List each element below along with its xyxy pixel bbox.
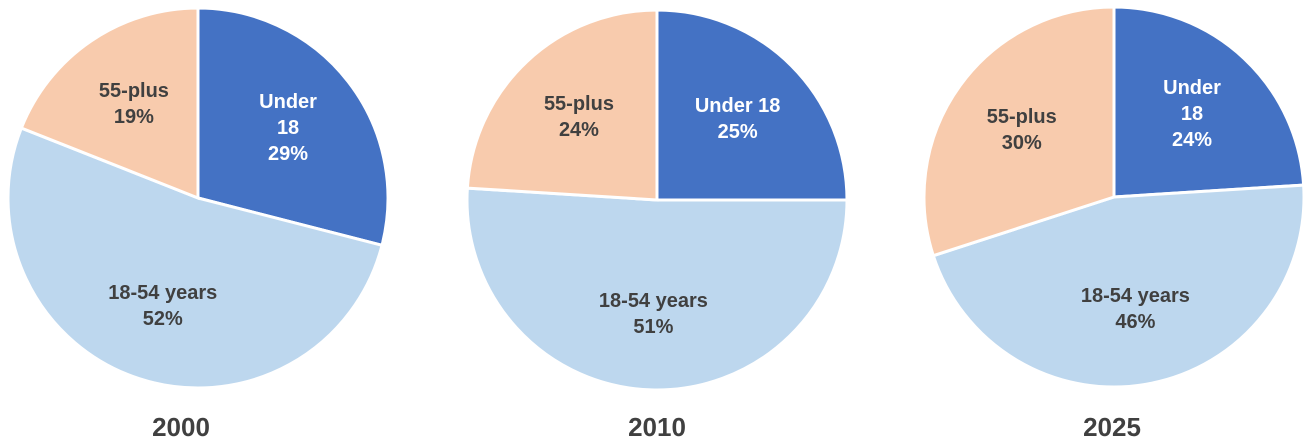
data-label: Under 18 25%	[678, 93, 798, 145]
category-label: 18-54 years	[598, 289, 708, 312]
pie-slice	[931, 183, 1306, 389]
pie-slice	[465, 186, 849, 392]
value-label: 30%	[1001, 131, 1042, 154]
value-label: 24%	[1172, 128, 1213, 151]
pie-slice	[6, 126, 384, 390]
pie-slice	[655, 8, 849, 202]
value-label: 29%	[268, 143, 309, 166]
category-label: 55-plus	[98, 79, 169, 102]
value-label: 51%	[633, 315, 674, 338]
value-label: 52%	[142, 308, 183, 331]
category-label: 55-plus	[543, 92, 614, 115]
chart-title: 2025	[1083, 412, 1141, 442]
data-label: Under 18 29%	[253, 89, 323, 167]
data-label: 55-plus 24%	[534, 91, 624, 143]
pie-slice	[196, 6, 390, 248]
category-label: Under 18	[1163, 76, 1221, 125]
pie-slice	[922, 5, 1116, 258]
value-label: 25%	[717, 121, 758, 144]
pie-slice	[1112, 5, 1306, 199]
data-label: 18-54 years 51%	[583, 288, 723, 340]
data-label: 55-plus 30%	[977, 104, 1067, 156]
value-label: 46%	[1115, 310, 1156, 333]
pie-slice	[19, 6, 200, 201]
chart-title: 2010	[628, 412, 686, 442]
value-label: 19%	[113, 105, 154, 128]
category-label: Under 18	[259, 91, 317, 140]
data-label: 55-plus 19%	[89, 78, 179, 130]
data-label: Under 18 24%	[1157, 75, 1227, 153]
data-label: 18-54 years 46%	[1065, 283, 1205, 335]
category-label: 55-plus	[986, 105, 1057, 128]
chart-title: 2000	[152, 412, 210, 442]
category-label: 18-54 years	[108, 282, 218, 305]
pie-slice	[465, 8, 659, 202]
data-label: 18-54 years 52%	[93, 280, 233, 332]
category-label: Under 18	[694, 95, 781, 118]
value-label: 24%	[558, 118, 599, 141]
category-label: 18-54 years	[1080, 284, 1190, 307]
